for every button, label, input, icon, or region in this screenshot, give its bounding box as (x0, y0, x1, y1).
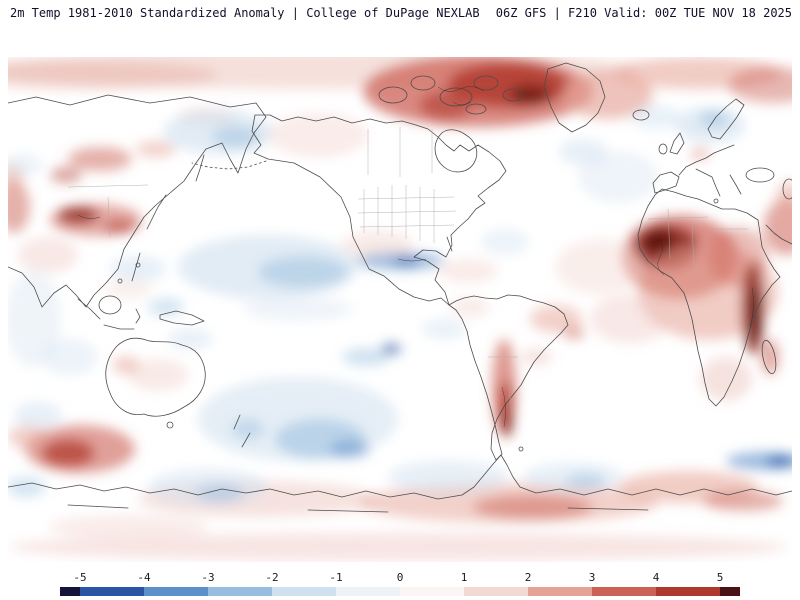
colorbar-tick-label: 4 (652, 571, 660, 584)
colorbar-tick-label: -5 (73, 571, 87, 584)
colorbar-ticks: -5 -4 -3 -2 -1 0 1 2 3 4 5 (60, 571, 740, 585)
colorbar-tick-label: 2 (524, 571, 532, 584)
anomaly-contours (77, 86, 754, 428)
colorbar-tick-label: -4 (137, 571, 151, 584)
colorbar-tick-label: -3 (201, 571, 215, 584)
colorbar-tick-label: 5 (716, 571, 724, 584)
colorbar-segment (336, 587, 400, 596)
colorbar-segment (80, 587, 144, 596)
colorbar-bar (60, 587, 740, 596)
anomaly-shading (8, 57, 792, 561)
colorbar-segment (464, 587, 528, 596)
colorbar-tick-label: 1 (460, 571, 468, 584)
colorbar-segment (656, 587, 720, 596)
colorbar-tick-label: -1 (329, 571, 343, 584)
colorbar-segment (144, 587, 208, 596)
colorbar-segment (592, 587, 656, 596)
colorbar-segment (400, 587, 464, 596)
title-bar: 2m Temp 1981-2010 Standardized Anomaly |… (10, 6, 792, 20)
colorbar-segment (528, 587, 592, 596)
colorbar-cap-right (720, 587, 740, 596)
colorbar-tick-label: 3 (588, 571, 596, 584)
coastlines (8, 62, 792, 513)
map-title: 2m Temp 1981-2010 Standardized Anomaly |… (10, 6, 480, 20)
colorbar-cap-left (60, 587, 80, 596)
colorbar-segment (272, 587, 336, 596)
political-borders (67, 127, 748, 418)
model-run-info: 06Z GFS | F210 Valid: 00Z TUE NOV 18 202… (495, 6, 792, 20)
colorbar: -5 -4 -3 -2 -1 0 1 2 3 4 5 (60, 571, 740, 596)
colorbar-tick-label: -2 (265, 571, 279, 584)
colorbar-segment (208, 587, 272, 596)
map-area (8, 57, 792, 562)
world-anomaly-map (8, 57, 792, 561)
colorbar-tick-label: 0 (396, 571, 404, 584)
